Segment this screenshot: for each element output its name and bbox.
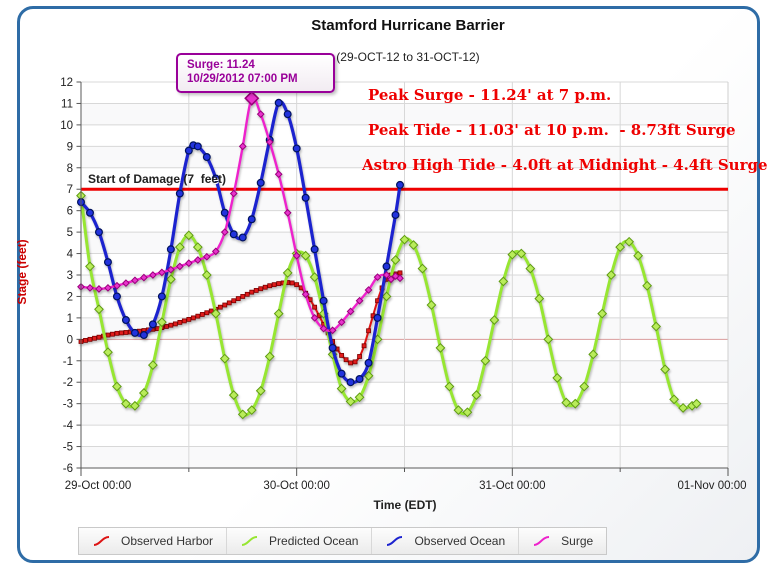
- tooltip-value: Surge: 11.24: [187, 59, 255, 71]
- predicted-ocean-line-icon: [241, 536, 258, 546]
- y-tick-label: 3: [67, 270, 73, 282]
- surge-markers: [77, 94, 404, 335]
- y-tick-label: 4: [67, 249, 74, 261]
- y-tick-label: 2: [67, 291, 73, 303]
- series-observed-ocean[interactable]: [76, 98, 405, 387]
- y-tick-label: -4: [63, 420, 74, 432]
- legend-label: Predicted Ocean: [269, 534, 359, 548]
- y-tick-label: 0: [67, 334, 73, 346]
- x-tick-label: 29-Oct 00:00: [65, 480, 131, 492]
- y-tick-label: 11: [61, 98, 73, 110]
- x-tick-label: 31-Oct 00:00: [479, 480, 545, 492]
- y-tick-label: 5: [67, 227, 73, 239]
- chart-subtitle: (29-OCT-12 to 31-OCT-12): [336, 50, 480, 64]
- y-tick-label: 10: [60, 120, 73, 132]
- x-tick-label: 30-Oct 00:00: [263, 480, 329, 492]
- predicted-ocean-markers: [76, 190, 702, 420]
- legend-label: Surge: [561, 534, 594, 548]
- annotation-peak-surge: Peak Surge - 11.24' at 7 p.m.: [368, 86, 612, 104]
- y-tick-label: -6: [63, 463, 73, 475]
- y-tick-label: 9: [67, 141, 73, 153]
- chart-title: Stamford Hurricane Barrier: [311, 17, 505, 34]
- y-tick-label: 12: [60, 77, 73, 89]
- legend-item-surge[interactable]: Surge: [518, 528, 606, 554]
- series-surge[interactable]: [77, 90, 404, 335]
- y-tick-label: 7: [67, 184, 73, 196]
- legend-label: Observed Ocean: [414, 534, 506, 548]
- annotation-peak-tide: Peak Tide - 11.03' at 10 p.m. - 8.73ft S…: [368, 121, 736, 139]
- y-tick-label: -5: [63, 442, 73, 454]
- legend-item-predicted-ocean[interactable]: Predicted Ocean: [226, 528, 371, 554]
- surge-peak-highlight-marker[interactable]: [244, 90, 260, 106]
- legend-item-observed-harbor[interactable]: Observed Harbor: [79, 528, 226, 554]
- surge-peak-tooltip: Surge: 11.24 10/29/2012 07:00 PM: [176, 53, 335, 93]
- y-axis-title: Stage (feet): [15, 239, 29, 305]
- y-tick-label: -2: [63, 377, 73, 389]
- observed-ocean-markers: [76, 98, 405, 387]
- y-tick-label: 8: [67, 163, 73, 175]
- x-tick-label: 01-Nov 00:00: [677, 480, 746, 492]
- y-tick-label: 1: [67, 313, 73, 325]
- legend-item-observed-ocean[interactable]: Observed Ocean: [371, 528, 518, 554]
- tooltip-timestamp: 10/29/2012 07:00 PM: [187, 73, 298, 85]
- damage-threshold-label: Start of Damage (7 feet): [88, 172, 227, 186]
- y-tick-label: -1: [63, 356, 73, 368]
- y-tick-label: 6: [67, 206, 73, 218]
- legend-label: Observed Harbor: [121, 534, 214, 548]
- y-tick-label: -3: [63, 399, 73, 411]
- legend: Observed Harbor Predicted Ocean Observed…: [78, 527, 608, 555]
- x-axis-title: Time (EDT): [373, 498, 437, 512]
- observed-harbor-line-icon: [93, 536, 110, 546]
- surge-line-icon: [534, 536, 550, 546]
- observed-ocean-line-icon: [387, 536, 403, 546]
- annotation-astro-high-tide: Astro High Tide - 4.0ft at Midnight - 4.…: [362, 156, 768, 174]
